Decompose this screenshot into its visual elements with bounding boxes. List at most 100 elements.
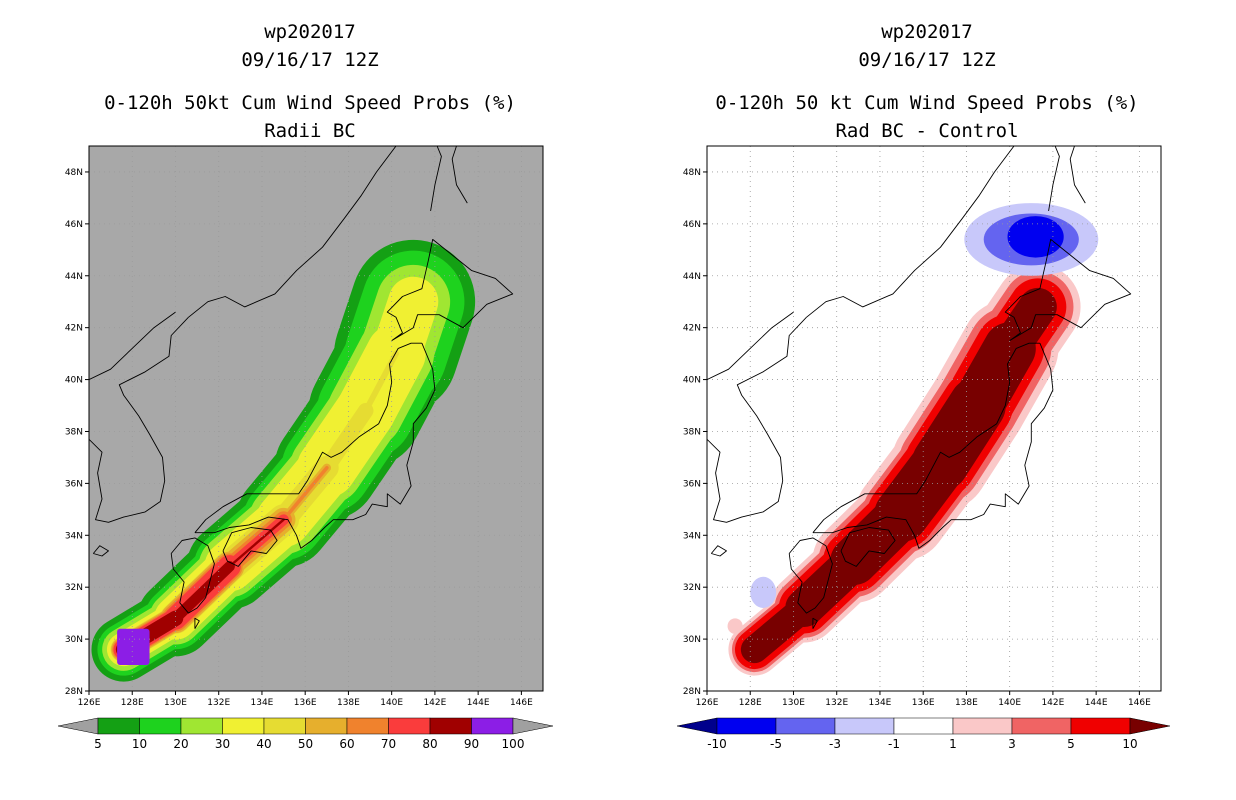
- right-title-line2: 09/16/17 12Z: [858, 49, 995, 71]
- y-tick-label: 42N: [683, 324, 701, 334]
- coastline-honshuN: [194, 342, 422, 533]
- y-tick-label: 48N: [683, 168, 701, 178]
- colorbar-high-triangle: [1129, 717, 1171, 735]
- colorbar-swatch: [471, 717, 514, 735]
- coastline-hokkaido: [1004, 238, 1132, 341]
- coastlines: [707, 146, 1132, 629]
- y-tick-label: 30N: [65, 635, 83, 645]
- colorbar-label: 20: [173, 737, 188, 751]
- coastline-mainlandInner: [89, 311, 176, 381]
- left-title-line2: 09/16/17 12Z: [241, 49, 378, 71]
- prob-band-segment: [170, 561, 235, 624]
- colorbar-label: 10: [132, 737, 147, 751]
- y-tick-label: 36N: [683, 479, 701, 489]
- y-tick-label: 34N: [683, 531, 701, 541]
- colorbar-swatch: [716, 717, 777, 735]
- map-frame: [88, 145, 544, 692]
- coastline-honshuS: [194, 343, 436, 549]
- right-title-line3: 0-120h 50 kt Cum Wind Speed Probs (%): [715, 92, 1138, 114]
- colorbar-swatch: [97, 717, 140, 735]
- coastline-tanegashima: [194, 617, 200, 629]
- colorbar-label: -10: [707, 737, 727, 751]
- coastline-sakhalinE: [1069, 146, 1086, 204]
- colorbar-label: 100: [502, 737, 525, 751]
- y-tick-label: 40N: [683, 376, 701, 386]
- prob-band-segment: [228, 518, 285, 568]
- colorbar-swatch: [952, 717, 1013, 735]
- x-tick-label: 134E: [869, 698, 892, 708]
- x-tick-label: 126E: [696, 698, 719, 708]
- coastline-mainland: [188, 146, 397, 318]
- y-tick-label: 38N: [65, 427, 83, 437]
- coastline-mainlandInner: [707, 311, 794, 381]
- x-tick-label: 130E: [782, 698, 805, 708]
- colorbar-low-triangle: [676, 717, 718, 735]
- map-layers: [89, 146, 543, 691]
- colorbar-label: 40: [256, 737, 271, 751]
- coastline-honshuN: [812, 342, 1040, 533]
- prob-band-segment: [362, 350, 399, 414]
- y-tick-label: 44N: [65, 272, 83, 282]
- x-tick-label: 134E: [251, 698, 274, 708]
- y-tick-label: 38N: [683, 427, 701, 437]
- x-tick-label: 140E: [380, 698, 403, 708]
- grid-lines: [89, 146, 543, 691]
- colorbar-swatch: [346, 717, 389, 735]
- y-tick-label: 34N: [65, 531, 83, 541]
- map-layers: [707, 146, 1161, 691]
- coastline-sakhalin: [1048, 146, 1060, 211]
- coastline-jeju: [710, 545, 727, 557]
- colorbar-label: 70: [381, 737, 396, 751]
- coastline-sakhalin: [430, 146, 442, 211]
- colorbar-label: 10: [1122, 737, 1137, 751]
- x-tick-label: 128E: [121, 698, 144, 708]
- axes: 126E 128E 130E 132E 134E 136E 138E 140E 142E 144E…: [683, 168, 1151, 708]
- y-tick-label: 32N: [683, 583, 701, 593]
- left-map-panel: 126E 128E 130E 132E 134E 136E 138E 140E 142E 144E…: [65, 145, 544, 708]
- coastline-hokkaido: [386, 238, 514, 341]
- y-tick-label: 32N: [65, 583, 83, 593]
- y-tick-label: 40N: [65, 376, 83, 386]
- coastline-honshuS: [812, 343, 1054, 549]
- colorbar-swatch: [222, 717, 265, 735]
- left-title-line3: 0-120h 50kt Cum Wind Speed Probs (%): [104, 92, 516, 114]
- x-tick-label: 132E: [207, 698, 230, 708]
- colorbar-swatch: [180, 717, 223, 735]
- colorbar-label: 5: [94, 737, 102, 751]
- colorbar-low-triangle: [57, 717, 99, 735]
- colorbar-label: 80: [422, 737, 437, 751]
- grid-lines: [707, 146, 1161, 691]
- coastline-shikoku: [840, 527, 896, 567]
- colorbar-swatch: [1070, 717, 1131, 735]
- x-tick-label: 126E: [78, 698, 101, 708]
- x-tick-label: 144E: [1085, 698, 1108, 708]
- colorbar-swatch: [834, 717, 895, 735]
- colorbar-swatch: [893, 717, 954, 735]
- colorbar-swatch: [775, 717, 836, 735]
- coastline-kyushu: [170, 537, 215, 614]
- negative-diff-area--1: [750, 576, 777, 608]
- positive-diff-spot: [727, 618, 743, 634]
- x-tick-label: 130E: [164, 698, 187, 708]
- prob-band-segment: [281, 466, 329, 522]
- x-tick-label: 136E: [912, 698, 935, 708]
- coastline-korea: [89, 316, 189, 523]
- colorbar-swatch: [388, 717, 431, 735]
- colorbar-label: 50: [298, 737, 313, 751]
- right-title-line4: Rad BC - Control: [835, 120, 1018, 142]
- coastline-tanegashima: [812, 617, 818, 629]
- coastlines: [89, 146, 514, 629]
- negative-diff-area--5: [1007, 216, 1064, 258]
- prob-peak-patch-90: [117, 628, 150, 666]
- y-tick-label: 36N: [65, 479, 83, 489]
- map-frame: [706, 145, 1162, 692]
- coastline-jeju: [92, 545, 109, 557]
- coastline-shikoku: [222, 527, 278, 567]
- coastline-kyushu: [788, 537, 833, 614]
- x-tick-label: 138E: [337, 698, 360, 708]
- colorbar-swatch: [305, 717, 348, 735]
- x-tick-label: 144E: [467, 698, 490, 708]
- colorbar-label: 5: [1067, 737, 1075, 751]
- coastline-sakhalinE: [451, 146, 468, 204]
